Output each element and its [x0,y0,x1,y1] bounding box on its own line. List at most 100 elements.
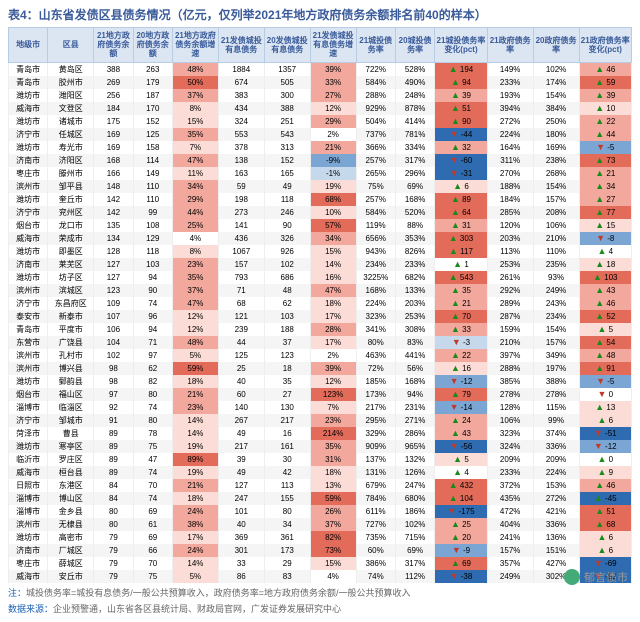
cell: 15% [310,245,356,258]
cell: 288% [487,362,533,375]
cell: 257% [356,154,395,167]
cell: 72% [356,362,395,375]
cell: 98 [94,362,133,375]
table-row: 菏泽市曹县897814%4916214%329%286%▲ 43323%374%… [9,427,632,440]
table-row: 滨州市邹平县14811034%594919%75%69%▲ 6188%154%▲… [9,180,632,193]
cell: ▲ 18 [579,258,631,271]
cell: 317% [395,557,434,570]
cell: 3225% [356,271,395,284]
cell: 265% [356,167,395,180]
cell: 37% [172,284,218,297]
cell: 曹县 [48,427,94,440]
table-row: 济宁市任城区16912535%5535432%737%781%▼ -44224%… [9,128,632,141]
cell: 94 [133,271,172,284]
cell: 239 [218,323,264,336]
cell: 188 [264,323,310,336]
cell: 155 [264,492,310,505]
cell: 120% [487,219,533,232]
cell: ▲ 194 [435,62,487,76]
cell: 168% [395,193,434,206]
cell: 滕州市 [48,167,94,180]
cell: 98 [94,375,133,388]
col-header: 21发债城投有息债务 [218,28,264,63]
cell: 80 [133,388,172,401]
cell: 滨州市 [9,518,48,531]
cell: 278% [487,388,533,401]
cell: 154% [533,323,579,336]
cell: ▲ 103 [579,271,631,284]
cell: 159% [487,323,533,336]
cell: 261% [487,271,533,284]
cell: ▲ 34 [579,180,631,193]
cell: 248% [395,89,434,102]
cell: 80 [94,518,133,531]
cell: 682% [395,271,434,284]
cell: 邹城市 [48,414,94,427]
cell: 8% [172,102,218,115]
cell: 83 [264,570,310,583]
cell: ▲ 5 [435,453,487,466]
cell: 926 [264,245,310,258]
table-row: 济宁市邹城市918014%26721723%295%271%▲ 24106%99… [9,414,632,427]
cell: 济宁市 [9,414,48,427]
cell: 71 [218,284,264,297]
table-row: 日照市东港区847021%12711313%679%247%▲ 432372%1… [9,479,632,492]
table-row: 淄博市临淄区927423%1401307%217%231%▼ -14128%11… [9,401,632,414]
cell: 123 [264,349,310,362]
cell: 128 [94,245,133,258]
cell: 278% [533,388,579,401]
cell: 336% [533,440,579,453]
table-row: 枣庄市滕州市16614911%163165-1%265%296%▼ -31270… [9,167,632,180]
cell: 164% [487,141,533,154]
cell: 安丘市 [48,570,94,583]
table-row: 东营市广饶县1047148%443717%80%83%▼ -3210%157%▲… [9,336,632,349]
cell: 4% [310,570,356,583]
cell: 125 [133,128,172,141]
cell: ▲ 73 [579,154,631,167]
cell: 14% [172,557,218,570]
cell: ▼ -31 [435,167,487,180]
cell: 106 [94,323,133,336]
cell: 5% [172,349,218,362]
cell: 82 [133,375,172,388]
cell: 任城区 [48,128,94,141]
cell: ▼ -69 [579,557,631,570]
cell: 118 [264,193,310,206]
cell: 48% [172,336,218,349]
cell: 349% [533,349,579,362]
cell: 234% [533,310,579,323]
cell: ▲ 10 [579,102,631,115]
table-row: 滨州市无棣县806138%403437%727%102%▲ 25404%336%… [9,518,632,531]
cell: 151% [533,544,579,557]
table-row: 泰安市新泰市1079612%12110317%323%253%▲ 70287%2… [9,310,632,323]
cell: 929% [356,102,395,115]
cell: 193% [487,89,533,102]
cell: 210% [533,232,579,245]
cell: 288% [356,89,395,102]
cell: 19% [310,180,356,193]
cell: 49 [218,466,264,479]
cell: 淄博市 [9,505,48,518]
table-row: 潍坊市诸城市17515215%32425129%504%414%▲ 90272%… [9,115,632,128]
cell: 388% [533,375,579,388]
cell: 21% [172,388,218,401]
cell: 157% [533,336,579,349]
col-header: 20政府债务率 [533,28,579,63]
cell: 520% [395,206,434,219]
cell: 坊子区 [48,271,94,284]
cell: ▼ -38 [435,570,487,583]
cell: 134 [94,232,133,245]
cell: 249% [533,284,579,297]
cell: 42 [264,466,310,479]
cell: 37 [264,336,310,349]
cell: 366% [356,141,395,154]
cell: 386% [356,557,395,570]
cell: 滨城区 [48,284,94,297]
cell: 34% [172,180,218,193]
cell: 341% [356,323,395,336]
watermark: 郁言债市 [564,569,628,585]
cell: 680% [395,492,434,505]
cell: 169 [94,128,133,141]
table-row: 烟台市福山区978021%6027123%173%94%▲ 79278%278%… [9,388,632,401]
cell: 115% [533,401,579,414]
